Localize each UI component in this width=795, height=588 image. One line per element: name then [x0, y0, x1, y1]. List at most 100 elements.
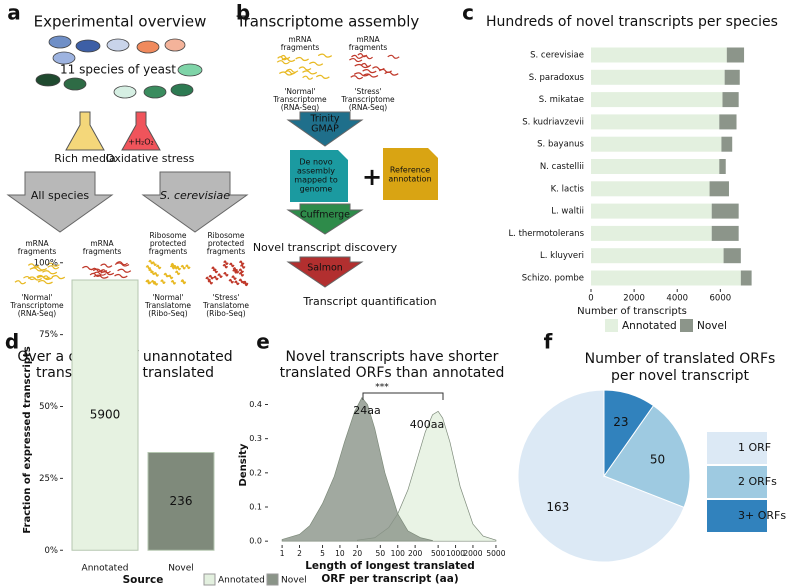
fragment [353, 72, 370, 77]
y-tick-label: 0.0 [249, 537, 262, 546]
fragment [362, 69, 377, 74]
fragment [362, 73, 379, 78]
fragment [242, 281, 249, 287]
fragment [114, 262, 130, 267]
fragment [185, 264, 191, 270]
bar [591, 181, 710, 197]
fragment [37, 279, 53, 285]
fragment [223, 260, 229, 266]
bar [723, 248, 741, 264]
fragment [295, 56, 309, 62]
fragment [223, 271, 229, 277]
fragment [280, 54, 291, 60]
bar [711, 225, 739, 241]
fragment [169, 264, 176, 270]
bar [719, 114, 737, 130]
x-axis-label: Length of longest translated [305, 560, 475, 572]
bar [740, 270, 752, 286]
sample-top: protected [150, 239, 187, 248]
sample-bottom: (RNA-Seq) [281, 103, 320, 112]
fragment [46, 262, 60, 267]
x-tick-label: 2 [297, 549, 302, 558]
y-axis-label: Density [238, 443, 249, 486]
fragment [298, 66, 312, 71]
bar [591, 114, 720, 130]
fragment [153, 272, 160, 277]
legend-label: 3+ ORFs [738, 509, 786, 522]
step-label: Cuffmerge [300, 210, 350, 221]
sample-top: mRNA [90, 239, 114, 248]
x-axis-label: Number of transcripts [577, 306, 687, 317]
annotation: 400aa [410, 418, 444, 431]
fragment [14, 280, 27, 285]
bar [726, 47, 745, 63]
y-tick-label: N. castellii [540, 162, 584, 172]
x-tick-label: 20 [353, 549, 363, 558]
bar [591, 203, 712, 219]
x-tick-label: 200 [408, 549, 423, 558]
bar [591, 69, 725, 85]
panel-title: Experimental overview [34, 13, 207, 31]
fragment [234, 280, 240, 286]
fragment [315, 74, 330, 79]
annotation: *** [375, 383, 389, 393]
step-label: GMAP [311, 124, 339, 135]
arrows [6, 111, 364, 288]
fragment [180, 264, 187, 270]
sample-bottom: (RNA-Seq) [349, 103, 388, 112]
fragment [213, 275, 219, 281]
fragment [89, 272, 102, 278]
step-output: Novel transcript discovery [253, 241, 398, 254]
sample-bottom: Transcriptome [272, 95, 327, 104]
fragment [228, 278, 235, 284]
slice-label: 50 [650, 452, 665, 466]
fragment [354, 63, 370, 69]
species-label: 11 species of yeast [60, 63, 176, 77]
step-output: Transcript quantification [302, 295, 436, 308]
y-tick-label: 75% [39, 330, 58, 340]
chart-title: Novel transcripts have shorter [286, 349, 499, 365]
fragment [350, 75, 364, 80]
sample-top: fragments [349, 43, 388, 52]
fragment [146, 279, 152, 285]
sample-top: fragments [83, 247, 122, 256]
y-tick-label: S. mikatae [539, 95, 584, 105]
fragment [172, 264, 179, 270]
fragment [308, 61, 324, 66]
sample-top: fragments [281, 43, 320, 52]
sample-bottom: Transcriptome [9, 301, 64, 310]
bar [591, 47, 727, 63]
count-label: 236 [170, 494, 193, 508]
legend-label: Novel [697, 320, 727, 332]
annotation: 24aa [353, 404, 380, 417]
fragment [276, 60, 290, 65]
chart-title: Hundreds of novel transcripts per specie… [486, 14, 778, 30]
panel-letter: f [544, 330, 553, 354]
flasks [65, 111, 161, 151]
sample-top: mRNA [288, 35, 312, 44]
sample-bottom: 'Stress' [212, 293, 239, 302]
sample-top: Ribosome [207, 231, 244, 240]
density-area [281, 397, 433, 542]
fragment [286, 68, 299, 73]
x-tick-label: 2000 [463, 549, 482, 558]
fragment [51, 275, 66, 280]
legend-swatch [707, 500, 767, 532]
step-label: annotation [388, 175, 431, 184]
fragment [238, 278, 245, 284]
fragment [378, 68, 393, 73]
fragment [152, 281, 159, 286]
y-tick-label: 50% [39, 402, 58, 412]
fragment [211, 266, 217, 272]
pie-slice [517, 389, 685, 563]
y-tick-label: S. paradoxus [529, 73, 585, 83]
fragment [148, 259, 154, 265]
pie-slice [603, 404, 691, 508]
chart-title: translated ORFs than annotated [280, 365, 505, 381]
bar [147, 452, 215, 551]
fragment [47, 265, 60, 270]
bar [591, 225, 712, 241]
panel-title: Transcriptome assembly [236, 13, 420, 31]
x-tick-label: 10 [335, 549, 345, 558]
